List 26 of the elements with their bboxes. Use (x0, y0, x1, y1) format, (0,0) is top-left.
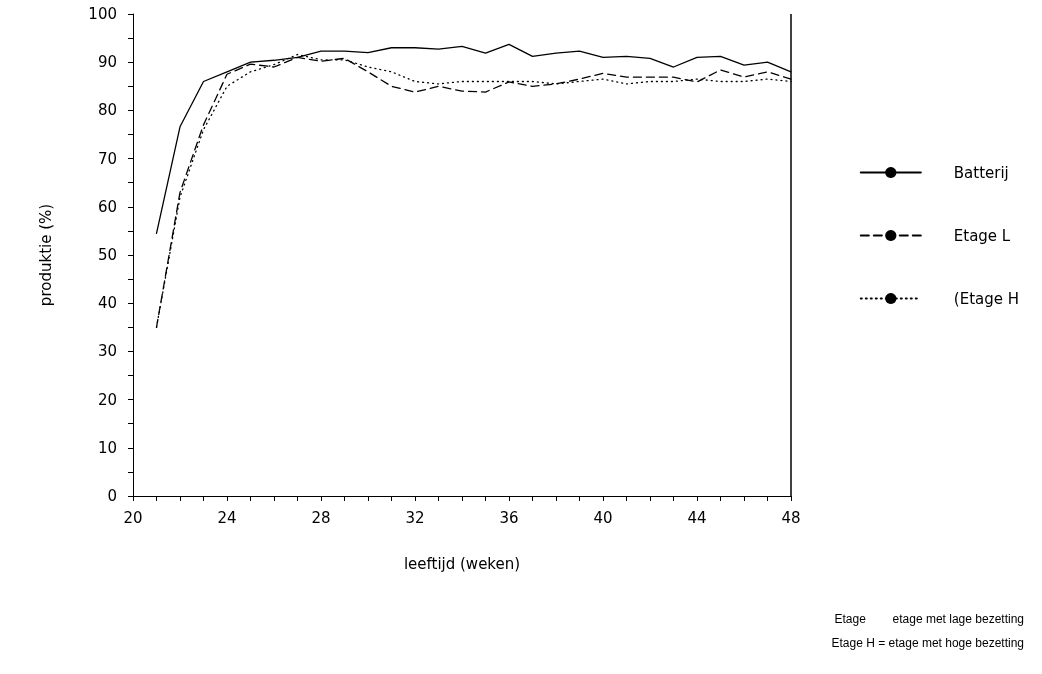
y-tick-label: 0 (107, 487, 117, 505)
legend-label: (Etage H (953, 289, 1019, 308)
y-tick-label: 40 (97, 294, 117, 313)
x-tick-label: 36 (499, 508, 519, 527)
x-tick-label: 40 (593, 508, 613, 527)
y-tick-label: 80 (97, 101, 117, 120)
text: Etage etage met lage bezetting (834, 612, 1024, 626)
x-tick-label: 24 (217, 508, 237, 527)
text: Etage H = etage met hoge bezetting (831, 636, 1024, 650)
y-axis-title: produktie (%) (36, 203, 55, 307)
y-tick-label: 20 (97, 390, 117, 409)
x-axis-title: leeftijd (weken) (403, 554, 521, 573)
y-tick-label: 60 (97, 197, 117, 216)
y-tick-label: 50 (97, 246, 117, 264)
y-tick-label: 100 (88, 5, 117, 23)
y-tick-label: 90 (97, 53, 117, 72)
x-tick-label: 32 (405, 508, 425, 527)
x-tick-label: 48 (781, 508, 801, 527)
x-tick-label: 44 (687, 508, 707, 527)
x-tick-label: 20 (123, 508, 143, 527)
legend-label: Batterij (953, 163, 1009, 182)
y-tick-label: 10 (97, 438, 117, 457)
legend-label: Etage L (953, 226, 1011, 245)
x-tick-label: 28 (311, 508, 331, 527)
y-tick-label: 30 (97, 342, 117, 361)
y-tick-label: 70 (97, 149, 117, 168)
